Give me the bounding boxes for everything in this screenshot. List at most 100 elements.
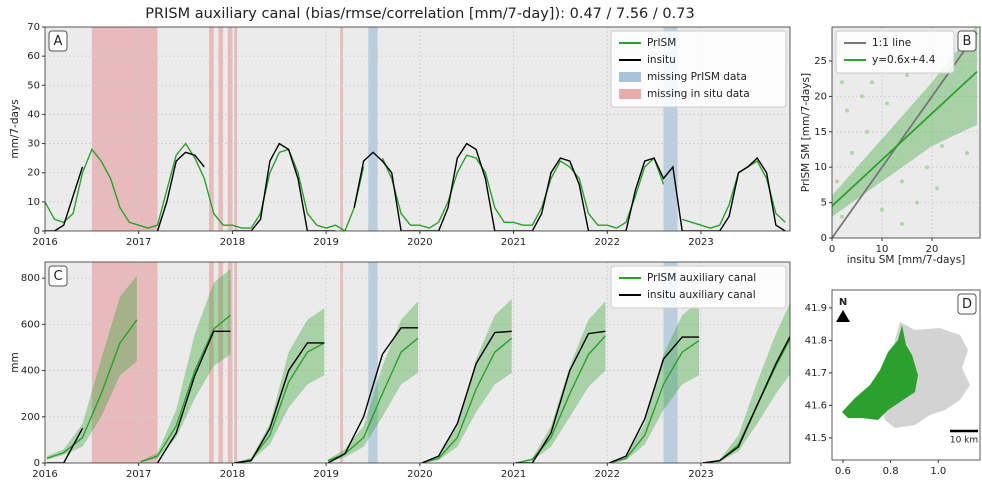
watershed (842, 325, 918, 420)
missing-span (368, 262, 378, 463)
legend-label: insitu auxiliary canal (647, 289, 756, 301)
x-tick-label: 10 (876, 244, 889, 255)
scatter-point (835, 179, 839, 184)
y-tick-label: 60 (27, 51, 40, 62)
legend-label: y=0.6x+4.4 (872, 54, 936, 66)
x-tick-label: 1.0 (930, 466, 946, 477)
y-tick-label: 20 (27, 168, 40, 179)
scatter-point (925, 165, 929, 170)
panel-label-box (48, 30, 68, 52)
y-tick-label: 40 (27, 109, 40, 120)
x-tick-label: 0 (829, 244, 835, 255)
x-tick-label: 2019 (313, 469, 338, 480)
y-tick-label: 800 (21, 273, 40, 284)
missing-span (91, 262, 158, 463)
panel-label-box (957, 30, 977, 52)
scatter-point (870, 80, 874, 85)
y-axis-label: mm/7-days (9, 99, 21, 158)
north-arrow (836, 310, 850, 322)
plot-frame (831, 289, 981, 461)
scatter-point (935, 186, 939, 191)
north-label: N (839, 297, 847, 308)
legend-label: missing PrISM data (647, 71, 747, 83)
y-tick-label: 70 (27, 22, 40, 33)
plot-frame (44, 26, 791, 232)
plot-frame (831, 26, 981, 239)
scatter-point (960, 66, 964, 71)
scatter-point (865, 129, 869, 134)
missing-span (208, 262, 214, 463)
panel-label-box (957, 293, 977, 315)
x-tick-label: 2020 (407, 469, 432, 480)
scatter-point (840, 80, 844, 85)
scatter-point (905, 73, 909, 78)
x-tick-label: 2019 (313, 237, 338, 248)
x-tick-label: 2021 (501, 237, 526, 248)
y-tick-label: 200 (21, 412, 40, 423)
legend-swatch (619, 89, 641, 99)
missing-span (218, 27, 224, 231)
y-tick-label: 50 (27, 80, 40, 91)
missing-span (91, 27, 158, 231)
y-axis-label: PrISM SM [mm/7-days] (800, 73, 812, 192)
y-tick-label: 41.5 (805, 433, 827, 444)
x-tick-label: 2016 (32, 237, 57, 248)
plot (45, 262, 790, 463)
scatter-point (840, 214, 844, 219)
missing-span (234, 27, 238, 231)
y-axis-label: mm (9, 352, 21, 372)
x-tick-label: 2018 (220, 237, 245, 248)
x-tick-label: 2023 (688, 469, 713, 480)
scatter-point (845, 108, 849, 113)
legend-box (835, 30, 955, 74)
x-tick-label: 2023 (688, 237, 713, 248)
missing-span (340, 262, 343, 463)
chart-title: PRISM auxiliary canal (bias/rmse/correla… (145, 6, 694, 22)
legend-label: PrISM (647, 37, 676, 49)
legend-label: insitu (647, 54, 676, 66)
scatter-point (860, 94, 864, 99)
scatter-point (915, 200, 919, 205)
legend-swatch (619, 72, 641, 82)
scatter-point (850, 151, 854, 156)
series-line (46, 327, 790, 463)
x-tick-label: 0.8 (883, 466, 899, 477)
x-tick-label: 2022 (595, 237, 620, 248)
series-line (45, 142, 786, 231)
panel-label: D (962, 297, 972, 312)
plot-frame (44, 261, 791, 464)
series-line (832, 70, 978, 207)
scatter-point (855, 193, 859, 198)
uncertainty-band (46, 268, 790, 463)
legend-box (610, 265, 787, 309)
x-tick-label: 2017 (126, 237, 151, 248)
y-tick-label: 0 (34, 226, 40, 237)
panel-label-box (48, 265, 68, 287)
y-tick-label: 41.6 (805, 400, 827, 411)
scale-label: 10 km (950, 436, 978, 446)
panel-label: B (963, 34, 972, 49)
y-tick-label: 10 (814, 162, 827, 173)
y-tick-label: 0 (34, 458, 40, 469)
missing-span (234, 262, 238, 463)
y-tick-label: 0 (821, 233, 827, 244)
scatter-point (900, 221, 904, 226)
missing-span (340, 27, 343, 231)
y-tick-label: 30 (27, 139, 40, 150)
y-tick-label: 5 (821, 198, 827, 209)
y-tick-label: 41.8 (805, 335, 827, 346)
missing-span (227, 27, 233, 231)
series-line (46, 314, 790, 463)
y-tick-label: 41.9 (805, 303, 827, 314)
y-tick-label: 20 (814, 91, 827, 102)
panel-label: C (53, 269, 62, 284)
x-tick-label: 2017 (126, 469, 151, 480)
missing-span (368, 27, 378, 231)
scatter-point (940, 143, 944, 148)
scatter-point (945, 108, 949, 113)
missing-span (218, 262, 224, 463)
panel-label: A (54, 34, 63, 49)
legend-label: missing in situ data (647, 88, 750, 100)
missing-span (227, 262, 233, 463)
